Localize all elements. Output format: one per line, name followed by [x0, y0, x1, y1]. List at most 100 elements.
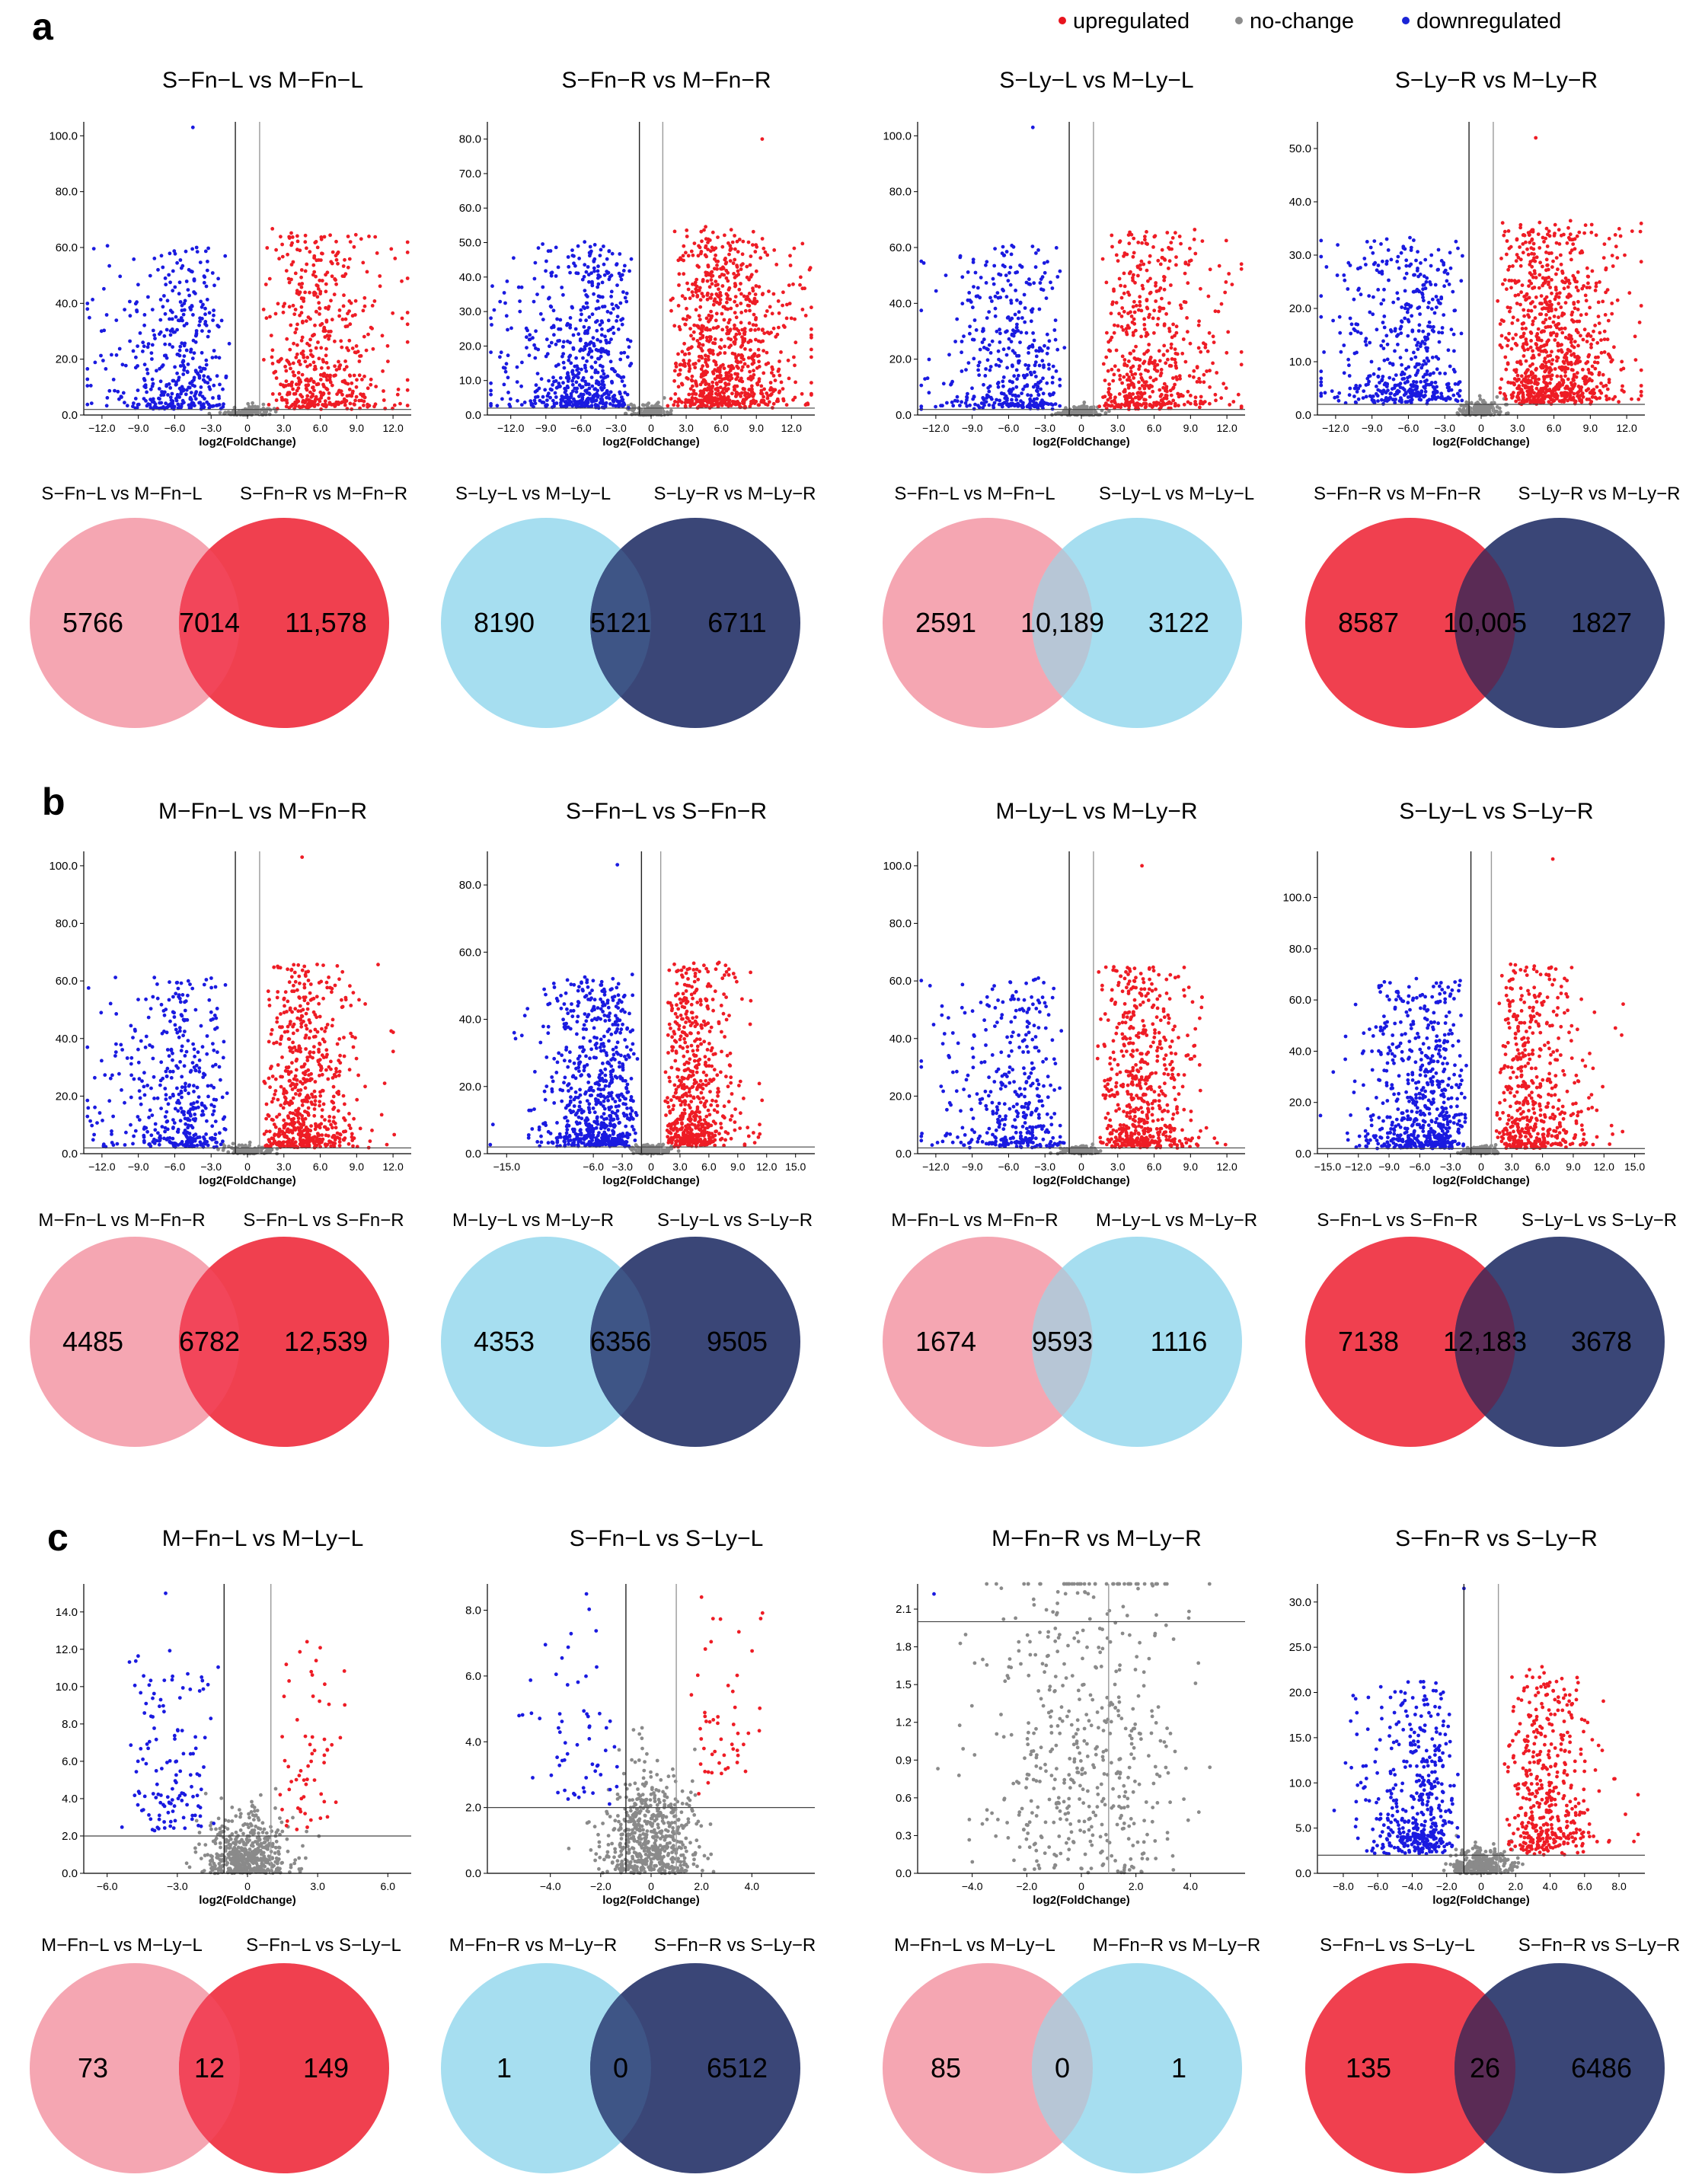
data-point	[1395, 391, 1400, 396]
data-point	[1047, 392, 1052, 396]
data-point	[1047, 362, 1051, 367]
data-point	[161, 405, 165, 409]
data-point	[1451, 289, 1455, 294]
data-point	[690, 345, 694, 350]
data-point	[268, 408, 273, 412]
data-point	[1381, 298, 1386, 302]
data-point	[1502, 233, 1506, 238]
data-point	[574, 380, 579, 385]
data-point	[1169, 241, 1173, 244]
data-point	[176, 402, 180, 407]
data-point	[716, 397, 720, 401]
data-point	[591, 336, 596, 340]
data-point	[1132, 317, 1136, 321]
data-point	[85, 402, 90, 407]
data-point	[506, 327, 509, 332]
data-point	[362, 334, 366, 339]
data-point	[985, 260, 989, 264]
data-point	[322, 385, 326, 388]
data-point	[294, 382, 299, 387]
data-point	[190, 379, 194, 384]
data-point	[145, 390, 149, 394]
data-point	[757, 285, 762, 289]
data-point	[1506, 343, 1509, 348]
data-point	[544, 403, 549, 407]
data-point	[809, 393, 813, 397]
data-point	[305, 246, 308, 251]
data-point	[569, 361, 573, 366]
data-point	[1639, 260, 1643, 264]
data-point	[739, 356, 744, 360]
data-point	[168, 251, 172, 256]
data-point	[107, 263, 112, 268]
data-point	[528, 399, 533, 403]
data-point	[619, 351, 624, 355]
data-point	[705, 297, 710, 302]
data-point	[1614, 244, 1618, 249]
data-point	[1456, 246, 1460, 251]
data-point	[1544, 313, 1548, 317]
data-point	[321, 251, 324, 256]
data-point	[142, 377, 146, 381]
data-point	[1599, 338, 1603, 342]
data-point	[180, 385, 184, 389]
data-point	[164, 401, 168, 406]
data-point	[171, 345, 175, 349]
data-point	[352, 373, 356, 378]
data-point	[1133, 372, 1138, 376]
data-point	[1020, 265, 1024, 269]
data-point	[1432, 324, 1435, 329]
data-point	[1161, 353, 1166, 357]
data-point	[1226, 330, 1231, 334]
data-point	[1110, 367, 1114, 372]
data-point	[295, 289, 299, 293]
data-point	[572, 254, 576, 258]
data-point	[334, 282, 338, 286]
data-point	[286, 252, 289, 257]
data-point	[1557, 291, 1562, 295]
data-point	[759, 388, 764, 393]
data-point	[715, 402, 720, 407]
data-point	[1432, 371, 1435, 375]
data-point	[312, 293, 317, 297]
data-point	[301, 350, 305, 353]
data-point	[274, 398, 279, 402]
data-point	[767, 331, 771, 336]
data-point	[1158, 262, 1163, 267]
data-point	[990, 339, 995, 343]
data-point	[1001, 287, 1004, 292]
data-point	[758, 340, 763, 344]
data-point	[753, 302, 757, 305]
data-point	[736, 375, 739, 379]
data-point	[506, 375, 510, 380]
panel-label-c: c	[47, 1516, 69, 1559]
data-point	[314, 346, 318, 350]
data-point	[750, 362, 755, 366]
data-point	[1189, 394, 1193, 398]
data-point	[324, 353, 328, 358]
data-point	[313, 402, 317, 407]
data-point	[1502, 278, 1507, 282]
data-point	[1112, 372, 1116, 377]
data-point	[767, 400, 771, 404]
data-point	[733, 340, 737, 344]
data-point	[713, 257, 717, 261]
data-point	[777, 367, 781, 372]
data-point	[170, 404, 174, 408]
data-point	[605, 390, 609, 394]
data-point	[123, 308, 127, 311]
data-point	[705, 400, 710, 404]
data-point	[979, 276, 983, 279]
data-point	[1550, 350, 1553, 354]
data-point	[519, 403, 524, 407]
data-point	[564, 393, 569, 398]
data-point	[1112, 330, 1116, 335]
data-point	[164, 283, 168, 287]
data-point	[784, 316, 789, 321]
data-point	[1396, 297, 1400, 301]
data-point	[1013, 330, 1017, 335]
data-point	[742, 331, 746, 336]
data-point	[1439, 295, 1444, 299]
data-point	[199, 385, 203, 389]
data-point	[192, 375, 196, 380]
